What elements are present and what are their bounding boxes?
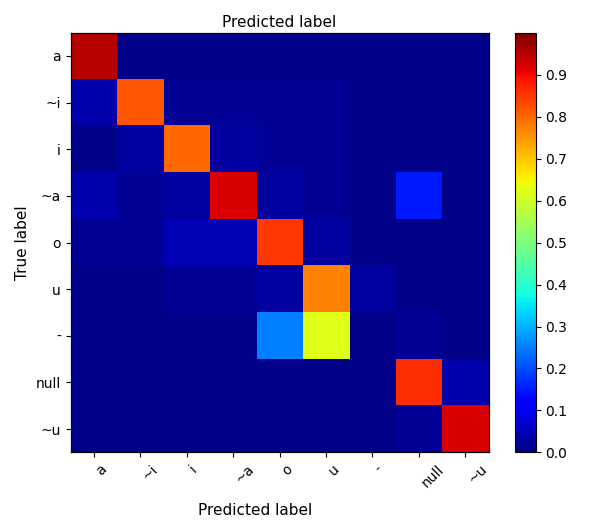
Text: Predicted label: Predicted label — [198, 503, 313, 519]
X-axis label: Predicted label: Predicted label — [223, 15, 337, 30]
Y-axis label: True label: True label — [15, 205, 30, 280]
